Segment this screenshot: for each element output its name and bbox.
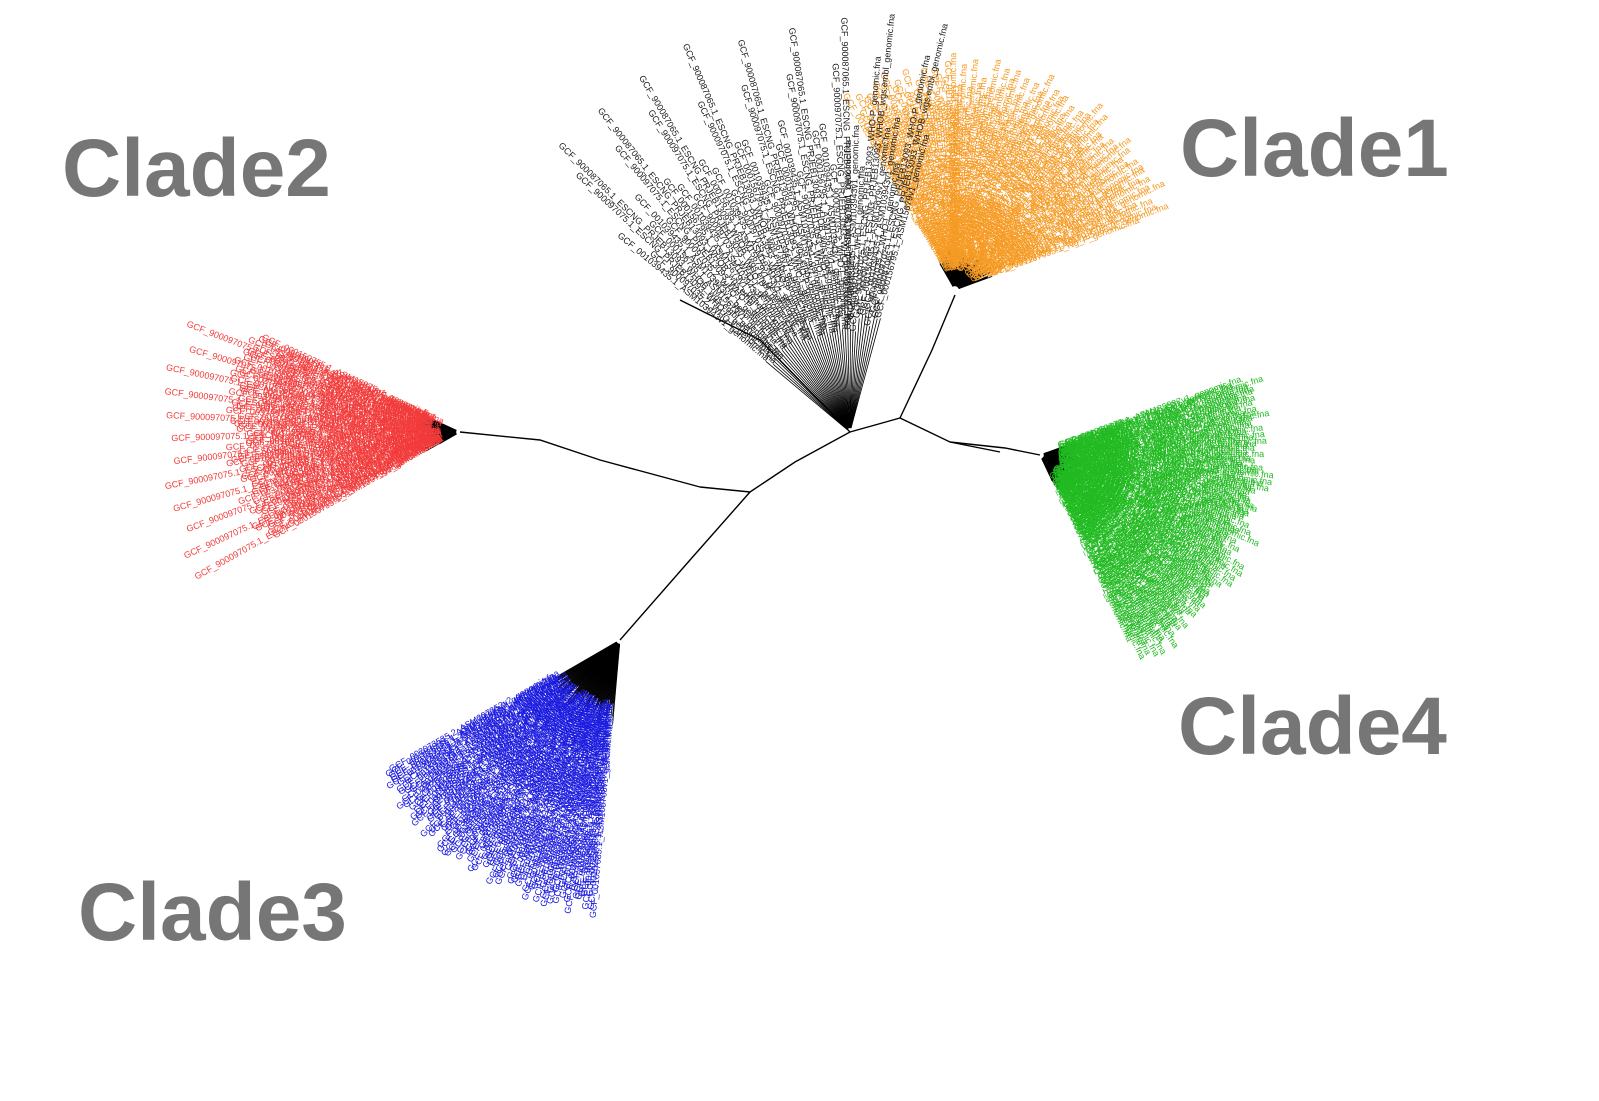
tip-branch	[833, 327, 850, 429]
tip-label: GCF_900451065.1_47690_C01_genomic.fna	[951, 85, 963, 267]
tip-branch	[838, 317, 851, 429]
tip-branch	[788, 345, 849, 429]
tip-branch	[784, 333, 849, 429]
tip-branch	[765, 361, 848, 430]
tip-label: GCF_003789705.1_ASM378970v1_genomic.fna	[236, 424, 431, 434]
tip-branch	[835, 318, 850, 429]
tip-branch	[850, 314, 863, 429]
tip-branch	[850, 309, 870, 429]
tip-branch	[819, 336, 850, 429]
tip-branch	[801, 341, 849, 429]
tip-label: GCF_001859875.1_ASM185987v1_genomic.fna	[1060, 443, 1255, 457]
tip-branch	[765, 340, 848, 430]
tip-branch	[820, 331, 850, 429]
tip-label: GCF_001187035.1_Ng_F_genomic.fna	[948, 108, 962, 265]
tip-branch	[781, 349, 848, 430]
tip-label: GCF_000273685.1_PB_N_genomic.fna	[268, 424, 427, 435]
tip-branch	[849, 319, 854, 429]
tip-label: GCF_001025865.1_ASM102586v1_genomic.fna	[247, 424, 442, 438]
tip-label: GCF_000445975.1_WHO-G01_genomic.fna	[1070, 447, 1248, 457]
branch-to-clade4	[949, 441, 1041, 456]
tip-branch	[842, 329, 851, 429]
tip-label: GCF_001047255.1_ASM104725v1_genomic.fna	[238, 421, 433, 434]
tip-branch	[829, 333, 850, 429]
tip-branch	[822, 327, 850, 429]
tip-branch	[817, 337, 850, 429]
tip-label: GCF_900451055.1_47690_C01_genomic.fna	[1058, 447, 1240, 460]
tip-label: GCF_000156795.1_ASM15679v1_genomic.fna	[842, 140, 853, 330]
clade4-label: Clade4	[1178, 681, 1447, 772]
tip-branch	[559, 641, 617, 676]
tip-branch	[773, 363, 848, 430]
tip-branch	[850, 312, 876, 429]
tip-branch	[802, 322, 849, 429]
tip-branch	[849, 331, 856, 429]
fan-branches	[418, 247, 1083, 725]
tip-branch	[787, 333, 849, 429]
tip-branch	[807, 340, 849, 429]
tip-branch	[831, 332, 850, 429]
tip-branch	[804, 318, 849, 429]
tip-label: GCF_002289065.1_ASM228906v1_genomic.fna	[234, 418, 429, 433]
branch-to-clade1	[899, 294, 956, 419]
tip-labels: GCF_001859835.1_ASM185983v1_genomic.fnaG…	[164, 13, 1274, 918]
tip-branch	[773, 344, 848, 430]
clade2-label: Clade2	[62, 123, 331, 214]
tip-branch	[808, 322, 849, 429]
tip-branch	[958, 276, 993, 290]
clade3-label: Clade3	[78, 867, 347, 958]
tip-branch	[775, 332, 848, 430]
tip-branch	[821, 310, 850, 429]
tip-branch	[774, 357, 848, 430]
tip-branch	[767, 354, 848, 430]
tip-label: GCF_900451055.1_47690_C01_genomic.fna	[1058, 445, 1240, 457]
tip-branch	[850, 326, 871, 429]
tip-branch	[850, 315, 866, 429]
branch-to-clade2	[459, 431, 701, 488]
tip-branch	[849, 318, 860, 429]
backbone-branch	[699, 417, 1001, 493]
tip-branch	[793, 337, 849, 429]
tip-branch	[784, 348, 848, 430]
tip-branch	[850, 318, 878, 429]
tip-label: GCF_001859875.1_ASM185987v1_genomic.fna	[1069, 447, 1264, 459]
tip-branch	[790, 326, 849, 429]
tip-branch	[1041, 458, 1053, 482]
branch-to-clade3	[619, 491, 751, 641]
tip-label: GCF_001187035.1_Ng_F_genomic.fna	[948, 104, 961, 261]
tip-branch	[780, 359, 848, 430]
tip-branch	[850, 318, 881, 429]
tip-branch	[803, 339, 849, 429]
clade1-label: Clade1	[1180, 103, 1449, 194]
tip-branch	[844, 325, 851, 429]
tip-branch	[432, 419, 457, 431]
tip-branch	[847, 320, 851, 429]
tip-label: GCF_001859835.1_ASM185983v1_genomic.fna	[947, 53, 958, 248]
